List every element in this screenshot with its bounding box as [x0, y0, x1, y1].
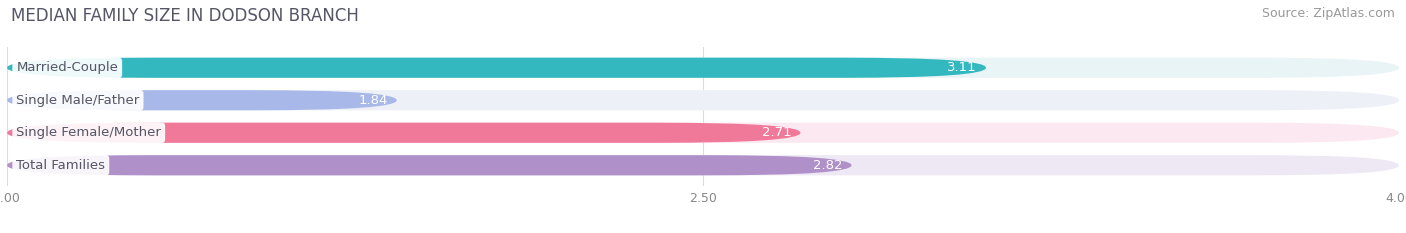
FancyBboxPatch shape: [7, 155, 1399, 175]
FancyBboxPatch shape: [7, 90, 396, 110]
Text: Total Families: Total Families: [17, 159, 105, 172]
Text: Single Male/Father: Single Male/Father: [17, 94, 139, 107]
Text: Married-Couple: Married-Couple: [17, 61, 118, 74]
FancyBboxPatch shape: [7, 90, 1399, 110]
Text: 2.71: 2.71: [762, 126, 792, 139]
Text: Source: ZipAtlas.com: Source: ZipAtlas.com: [1261, 7, 1395, 20]
Text: Single Female/Mother: Single Female/Mother: [17, 126, 162, 139]
Text: 1.84: 1.84: [359, 94, 388, 107]
FancyBboxPatch shape: [7, 58, 986, 78]
FancyBboxPatch shape: [7, 155, 852, 175]
Text: 2.82: 2.82: [813, 159, 842, 172]
FancyBboxPatch shape: [7, 58, 1399, 78]
FancyBboxPatch shape: [7, 123, 800, 143]
FancyBboxPatch shape: [7, 123, 1399, 143]
Text: 3.11: 3.11: [948, 61, 977, 74]
Text: MEDIAN FAMILY SIZE IN DODSON BRANCH: MEDIAN FAMILY SIZE IN DODSON BRANCH: [11, 7, 359, 25]
